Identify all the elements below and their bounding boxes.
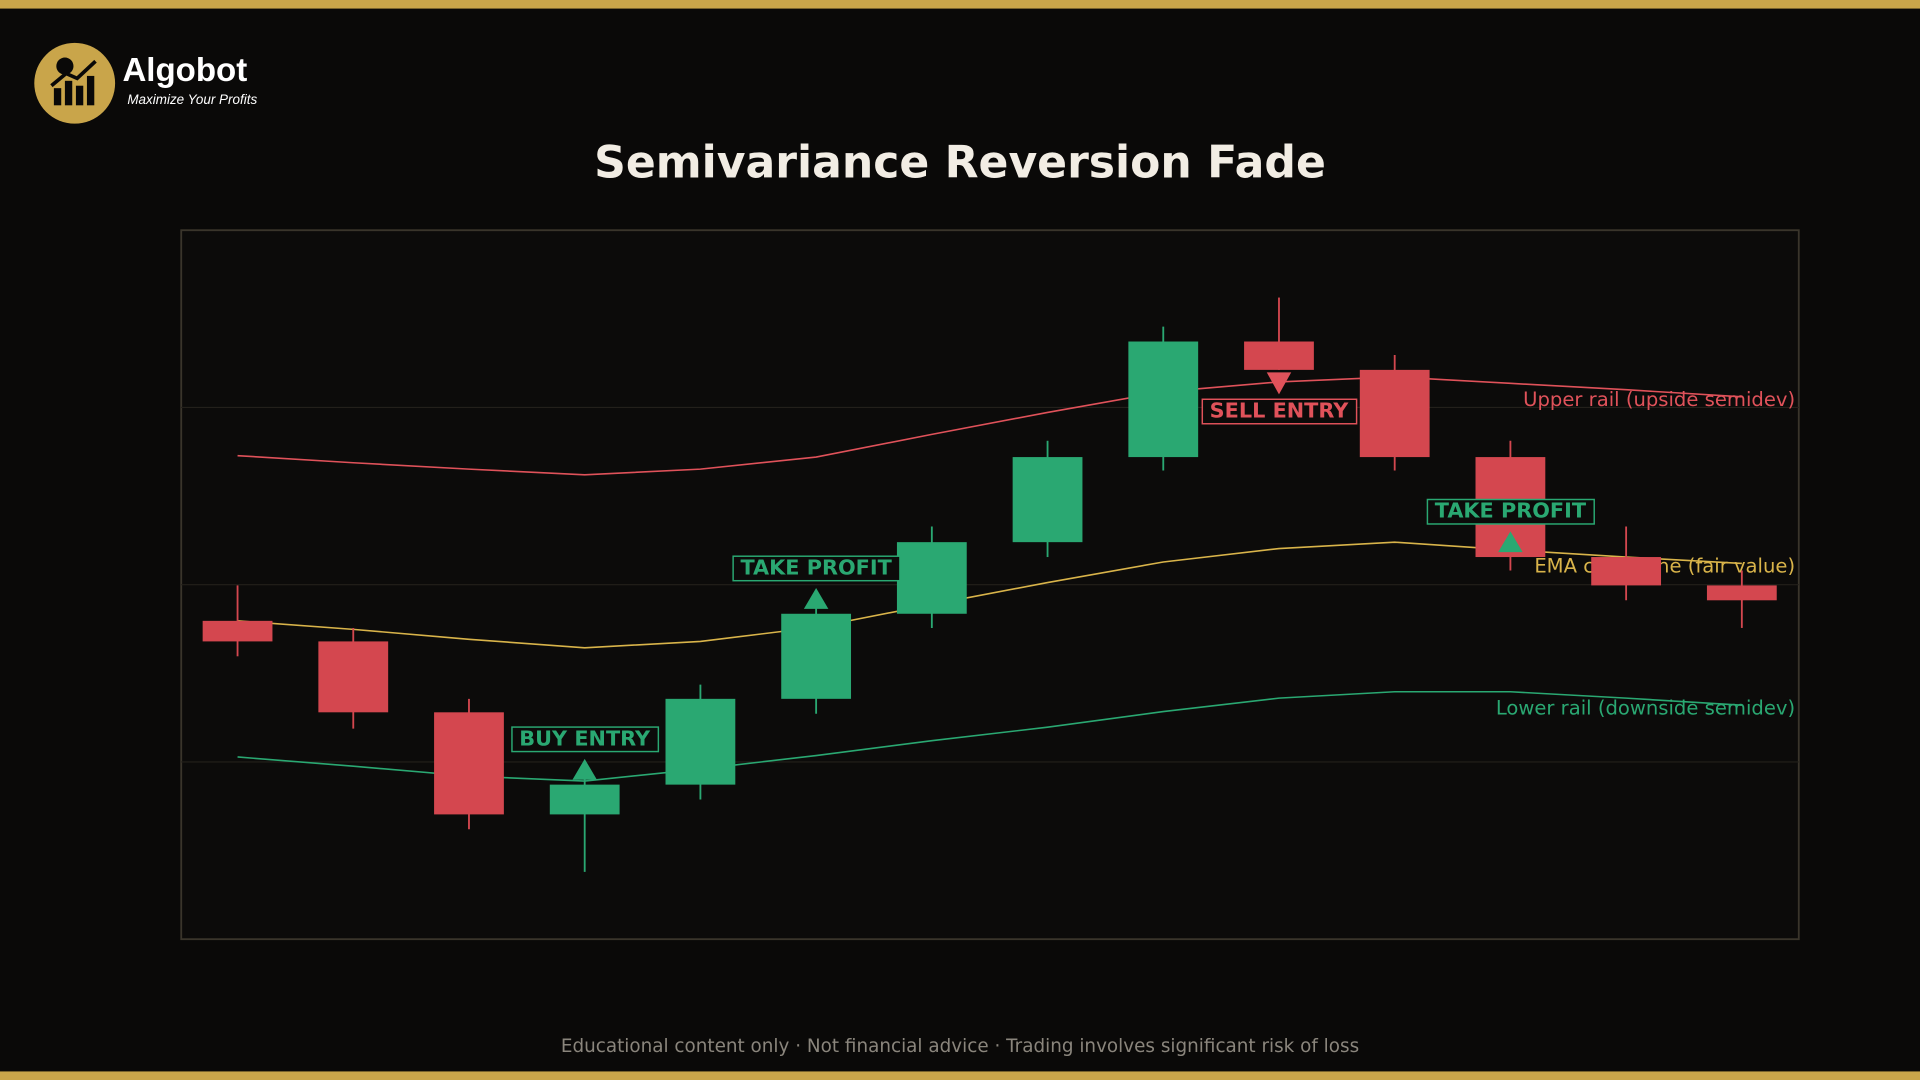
signal-box [1201,398,1358,425]
brand-name: Algobot [122,52,247,89]
candle-body [318,641,389,713]
signal-label: SELL ENTRY [1201,398,1358,425]
logo-badge [34,42,116,124]
signal-label: TAKE PROFIT [1426,498,1595,525]
signal-text: TAKE PROFIT [1435,499,1587,523]
line-label: EMA centerline (fair value) [1534,555,1795,578]
plot: Upper rail (upside semidev) EMA centerlin… [181,297,1799,872]
logo-icon [50,57,97,106]
candle-body [434,712,504,815]
candle-body [1591,557,1662,586]
top-bar [0,0,1920,9]
band-line [237,376,1742,476]
signal-text: SELL ENTRY [1210,399,1350,423]
signal-label: TAKE PROFIT [732,555,901,582]
signal-text: BUY ENTRY [519,726,651,750]
footer: Educational content only · Not financial… [561,1036,1359,1057]
candle-body [665,698,736,785]
candle-body [549,784,620,815]
signal-arrow [1498,531,1523,553]
signal-arrow [803,588,829,609]
candle-body [202,620,273,642]
line-label: Upper rail (upside semidev) [1523,388,1795,411]
signal-arrow [572,758,597,780]
candle-body [896,542,967,614]
signal-arrow [1266,372,1292,395]
candle-body [1244,341,1314,370]
brand-tagline: Maximize Your Profits [127,92,257,107]
candle-body [1012,457,1083,543]
logo: Algobot Maximize Your Profits [34,42,257,124]
candle-body [1128,341,1199,458]
candle-body [1706,585,1777,601]
chart-title: Semivariance Reversion Fade [594,137,1326,188]
candle-body [781,613,852,699]
bottom-bar [0,1071,1920,1080]
signal-box [732,555,901,582]
candle-body [1359,369,1430,458]
signal-label: BUY ENTRY [511,726,660,753]
signal-box [511,726,660,753]
line-label: Lower rail (downside semidev) [1496,696,1795,719]
signal-text: TAKE PROFIT [740,555,892,579]
signal-box [1426,498,1595,525]
